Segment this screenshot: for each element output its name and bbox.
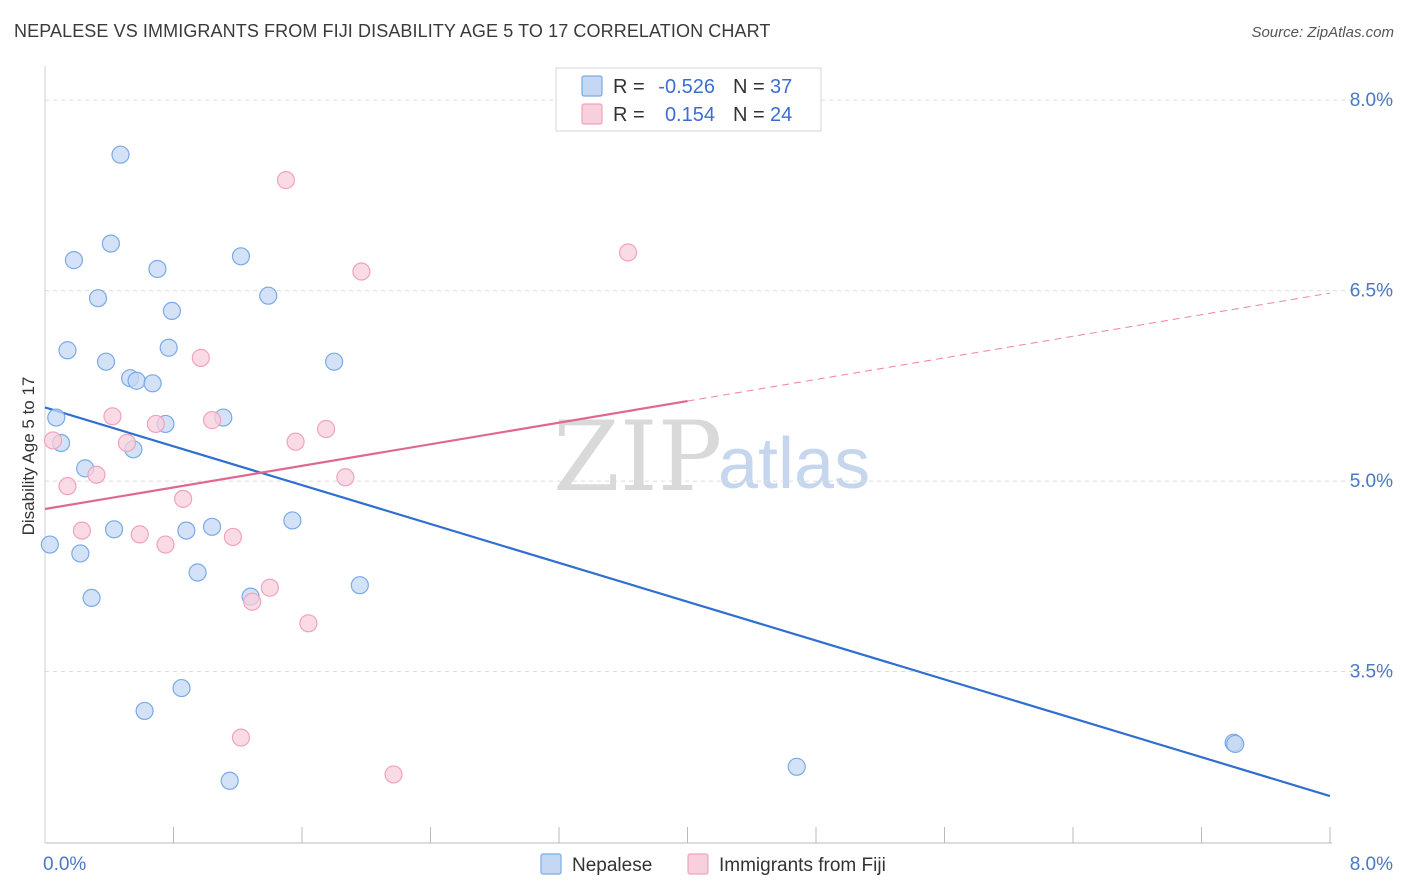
point-1-7 bbox=[316, 419, 336, 439]
point-0-32 bbox=[135, 701, 154, 721]
point-0-7 bbox=[259, 286, 278, 305]
legend-r-value-2: 0.154 bbox=[665, 104, 715, 126]
legend-n-label-2: N = bbox=[733, 104, 765, 126]
point-1-5 bbox=[146, 414, 165, 434]
point-1-16 bbox=[130, 525, 149, 544]
point-1-10 bbox=[43, 431, 63, 450]
x-tick-label-0: 0.0% bbox=[43, 854, 86, 875]
trend-lines bbox=[44, 292, 1331, 798]
point-1-12 bbox=[336, 468, 355, 487]
y-tick-label-2: 5.0% bbox=[1350, 471, 1393, 492]
bottom-legend-swatch-nepalese bbox=[540, 853, 562, 875]
point-1-8 bbox=[117, 433, 137, 453]
point-1-19 bbox=[260, 578, 279, 597]
point-0-1 bbox=[101, 234, 120, 253]
axes bbox=[44, 66, 1332, 844]
watermark: ZIP atlas bbox=[553, 401, 870, 513]
point-1-2 bbox=[352, 262, 371, 281]
point-0-3 bbox=[148, 259, 167, 279]
point-0-15 bbox=[47, 408, 66, 427]
grid-lines bbox=[45, 99, 1393, 673]
point-1-13 bbox=[58, 477, 77, 496]
point-1-15 bbox=[72, 521, 92, 540]
point-0-2 bbox=[64, 251, 84, 270]
legend-n-label-1: N = bbox=[733, 76, 765, 98]
point-0-8 bbox=[58, 341, 77, 360]
point-1-17 bbox=[223, 527, 243, 547]
point-0-10 bbox=[159, 338, 178, 357]
point-0-24 bbox=[202, 517, 222, 536]
tick-labels: 8.0% 6.5% 5.0% 3.5% 0.0% 8.0% bbox=[43, 90, 1393, 875]
y-axis-label: Disability Age 5 to 17 bbox=[19, 377, 38, 536]
point-0-21 bbox=[283, 511, 302, 530]
point-0-29 bbox=[82, 588, 101, 608]
trend-line-1 bbox=[44, 399, 688, 511]
legend-swatch-nepalese bbox=[581, 75, 603, 97]
point-0-25 bbox=[40, 535, 59, 554]
legend-r-label-1: R = bbox=[613, 76, 645, 98]
point-0-27 bbox=[188, 563, 207, 582]
chart-title: NEPALESE VS IMMIGRANTS FROM FIJI DISABIL… bbox=[14, 21, 771, 41]
point-1-18 bbox=[156, 535, 175, 554]
data-points bbox=[40, 145, 1245, 790]
point-0-23 bbox=[177, 521, 196, 540]
bottom-legend-label-fiji: Immigrants from Fiji bbox=[719, 855, 886, 876]
point-1-14 bbox=[174, 489, 193, 508]
point-0-22 bbox=[104, 520, 124, 539]
legend: R = -0.526 N = 37 R = 0.154 N = 24 bbox=[555, 67, 822, 132]
legend-r-label-2: R = bbox=[613, 104, 645, 126]
point-1-9 bbox=[286, 432, 305, 451]
point-1-20 bbox=[243, 592, 262, 611]
point-0-14 bbox=[325, 352, 344, 371]
legend-n-value-2: 24 bbox=[770, 104, 792, 126]
point-1-0 bbox=[276, 171, 296, 190]
point-0-33 bbox=[220, 771, 239, 790]
bottom-legend-label-nepalese: Nepalese bbox=[572, 855, 652, 876]
point-0-4 bbox=[231, 247, 251, 266]
trend-line-extension-1 bbox=[687, 292, 1331, 402]
point-0-13 bbox=[143, 374, 162, 393]
point-1-23 bbox=[384, 765, 403, 784]
point-0-28 bbox=[350, 576, 369, 595]
point-0-6 bbox=[162, 301, 181, 321]
point-0-34 bbox=[787, 757, 806, 776]
y-tick-label-1: 6.5% bbox=[1350, 281, 1393, 302]
point-0-36 bbox=[1226, 734, 1245, 754]
y-tick-label-0: 8.0% bbox=[1350, 90, 1393, 111]
point-0-0 bbox=[111, 145, 130, 164]
point-1-1 bbox=[618, 243, 638, 262]
bottom-legend: Nepalese Immigrants from Fiji bbox=[540, 853, 886, 876]
point-0-12 bbox=[127, 371, 146, 390]
point-1-3 bbox=[191, 348, 210, 367]
point-1-4 bbox=[103, 407, 122, 426]
point-0-5 bbox=[88, 289, 108, 308]
x-tick-label-1: 8.0% bbox=[1350, 854, 1393, 875]
point-0-31 bbox=[172, 678, 191, 698]
source-note: Source: ZipAtlas.com bbox=[1251, 24, 1394, 41]
legend-swatch-fiji bbox=[581, 103, 603, 125]
legend-r-value-1: -0.526 bbox=[658, 76, 715, 98]
point-0-26 bbox=[71, 544, 90, 563]
watermark-zip: ZIP bbox=[553, 401, 722, 513]
legend-n-value-1: 37 bbox=[770, 76, 792, 98]
point-1-22 bbox=[231, 728, 251, 747]
y-tick-label-3: 3.5% bbox=[1350, 662, 1393, 683]
point-1-6 bbox=[202, 411, 222, 430]
point-0-9 bbox=[96, 352, 116, 371]
point-1-21 bbox=[299, 614, 318, 633]
watermark-atlas: atlas bbox=[718, 424, 870, 504]
bottom-legend-swatch-fiji bbox=[687, 853, 709, 875]
point-1-11 bbox=[87, 465, 106, 484]
